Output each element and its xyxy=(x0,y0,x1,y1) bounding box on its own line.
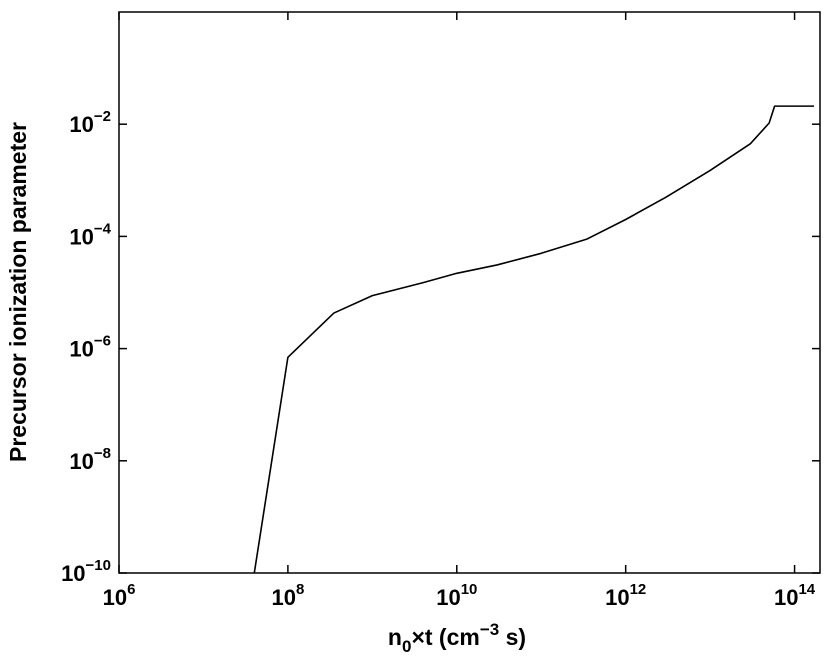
plot-area xyxy=(118,11,821,574)
y-axis-ticks: 10−10 10−8 10−6 10−4 10−2 xyxy=(61,108,820,586)
y-tick-label: 10−2 xyxy=(69,108,111,137)
y-tick-label: 10−4 xyxy=(69,220,111,249)
series-line xyxy=(253,105,815,574)
x-tick-label: 1012 xyxy=(605,581,646,610)
series-layer xyxy=(253,105,815,574)
y-tick-label: 10−10 xyxy=(61,557,111,586)
x-tick-label: 108 xyxy=(271,581,304,610)
x-tick-label: 106 xyxy=(103,581,136,610)
x-tick-label: 1014 xyxy=(774,581,816,610)
y-axis-title: Precursor ionization parameter xyxy=(5,122,31,462)
x-tick-label: 1010 xyxy=(436,581,477,610)
y-tick-label: 10−6 xyxy=(69,333,111,362)
x-axis-title: n0×t (cm−3 s) xyxy=(388,620,526,656)
x-axis-ticks: 106 108 1010 1012 1014 xyxy=(103,12,816,610)
y-tick-label: 10−8 xyxy=(69,445,111,474)
